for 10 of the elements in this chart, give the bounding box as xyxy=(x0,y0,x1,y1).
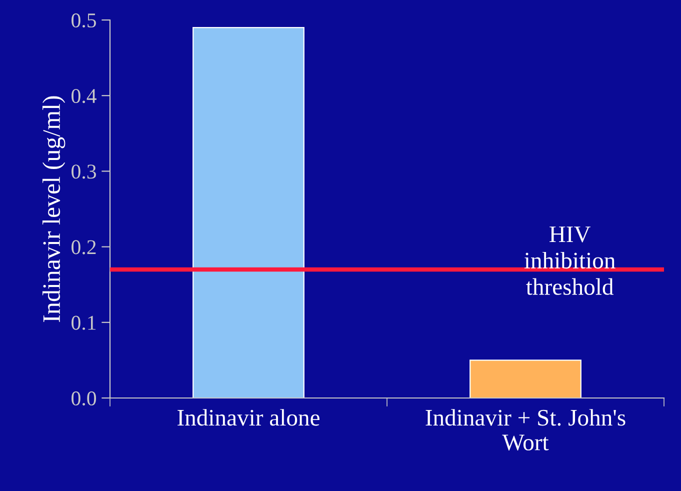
y-tick-label: 0.1 xyxy=(72,316,96,330)
ref-line-label: HIV inhibition threshold xyxy=(524,226,616,295)
y-tick-label: 0.3 xyxy=(72,164,96,179)
y-axis-title: Indinavir level (ug/ml) xyxy=(42,96,66,322)
y-tick-label: 0.5 xyxy=(72,13,96,28)
x-tick-label: Indinavir alone xyxy=(178,409,320,426)
y-tick-label: 0.2 xyxy=(72,240,96,254)
x-tick-label: Indinavir + St. John's Wort xyxy=(426,409,626,451)
y-tick-label: 0.4 xyxy=(72,88,96,104)
y-tick-label: 0.0 xyxy=(72,391,96,406)
